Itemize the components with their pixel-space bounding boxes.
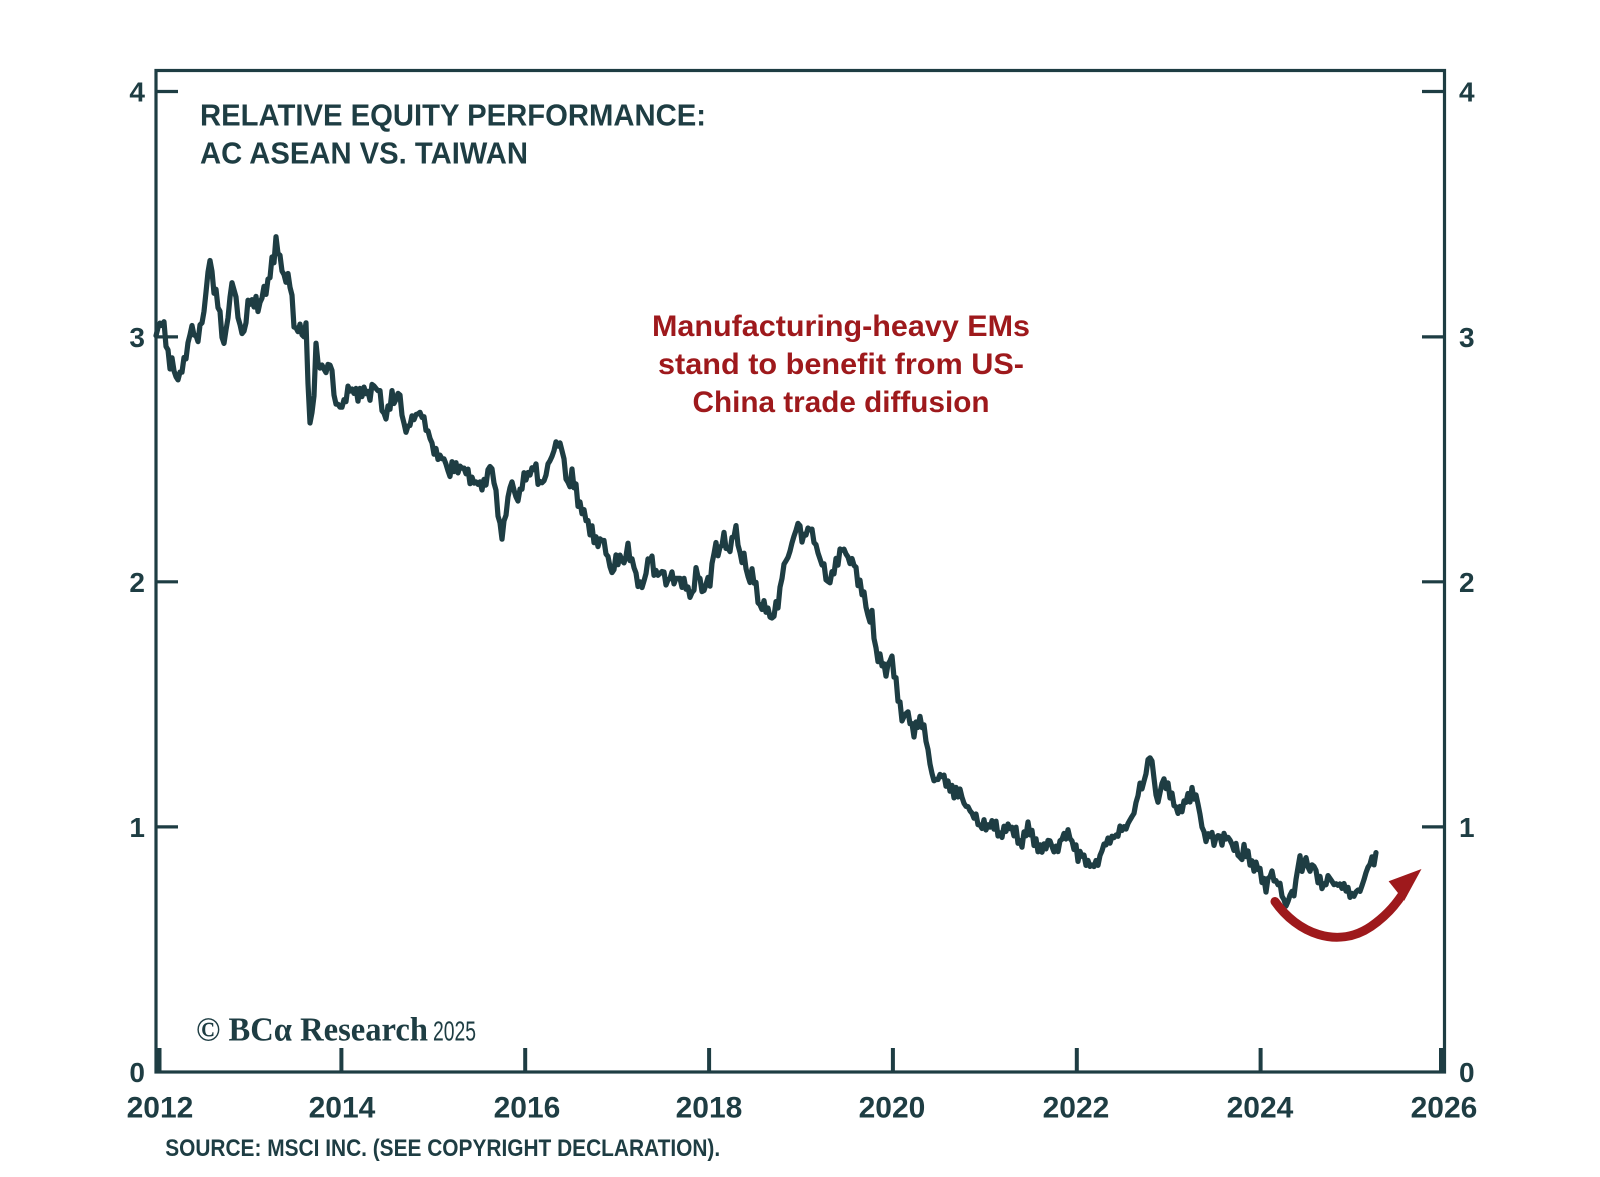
- svg-text:2014: 2014: [309, 1092, 376, 1125]
- svg-text:1: 1: [129, 812, 145, 843]
- svg-text:2022: 2022: [1043, 1092, 1110, 1125]
- svg-text:2025: 2025: [433, 1016, 476, 1047]
- svg-text:SOURCE: MSCI INC. (SEE COPYRIG: SOURCE: MSCI INC. (SEE COPYRIGHT DECLARA…: [165, 1135, 720, 1162]
- svg-text:2: 2: [129, 567, 145, 598]
- svg-text:2026: 2026: [1411, 1092, 1478, 1125]
- svg-text:© BCα Research: © BCα Research: [196, 1012, 428, 1049]
- svg-text:RELATIVE EQUITY PERFORMANCE:: RELATIVE EQUITY PERFORMANCE:: [200, 98, 706, 133]
- svg-text:2018: 2018: [676, 1092, 743, 1125]
- svg-text:Manufacturing-heavy EMs: Manufacturing-heavy EMs: [652, 310, 1030, 343]
- svg-text:1: 1: [1459, 812, 1475, 843]
- svg-text:3: 3: [129, 322, 145, 353]
- svg-text:2: 2: [1459, 567, 1475, 598]
- svg-text:2024: 2024: [1227, 1092, 1294, 1125]
- svg-text:0: 0: [1459, 1057, 1475, 1088]
- svg-text:2016: 2016: [494, 1092, 561, 1125]
- svg-text:0: 0: [129, 1057, 145, 1088]
- svg-text:3: 3: [1459, 322, 1475, 353]
- svg-text:4: 4: [1459, 77, 1475, 108]
- svg-text:China trade diffusion: China trade diffusion: [693, 386, 990, 419]
- svg-text:2020: 2020: [859, 1092, 926, 1125]
- svg-text:2012: 2012: [127, 1092, 194, 1125]
- svg-text:AC ASEAN VS. TAIWAN: AC ASEAN VS. TAIWAN: [200, 136, 528, 171]
- svg-text:4: 4: [129, 77, 145, 108]
- svg-text:stand to benefit from US-: stand to benefit from US-: [658, 348, 1024, 381]
